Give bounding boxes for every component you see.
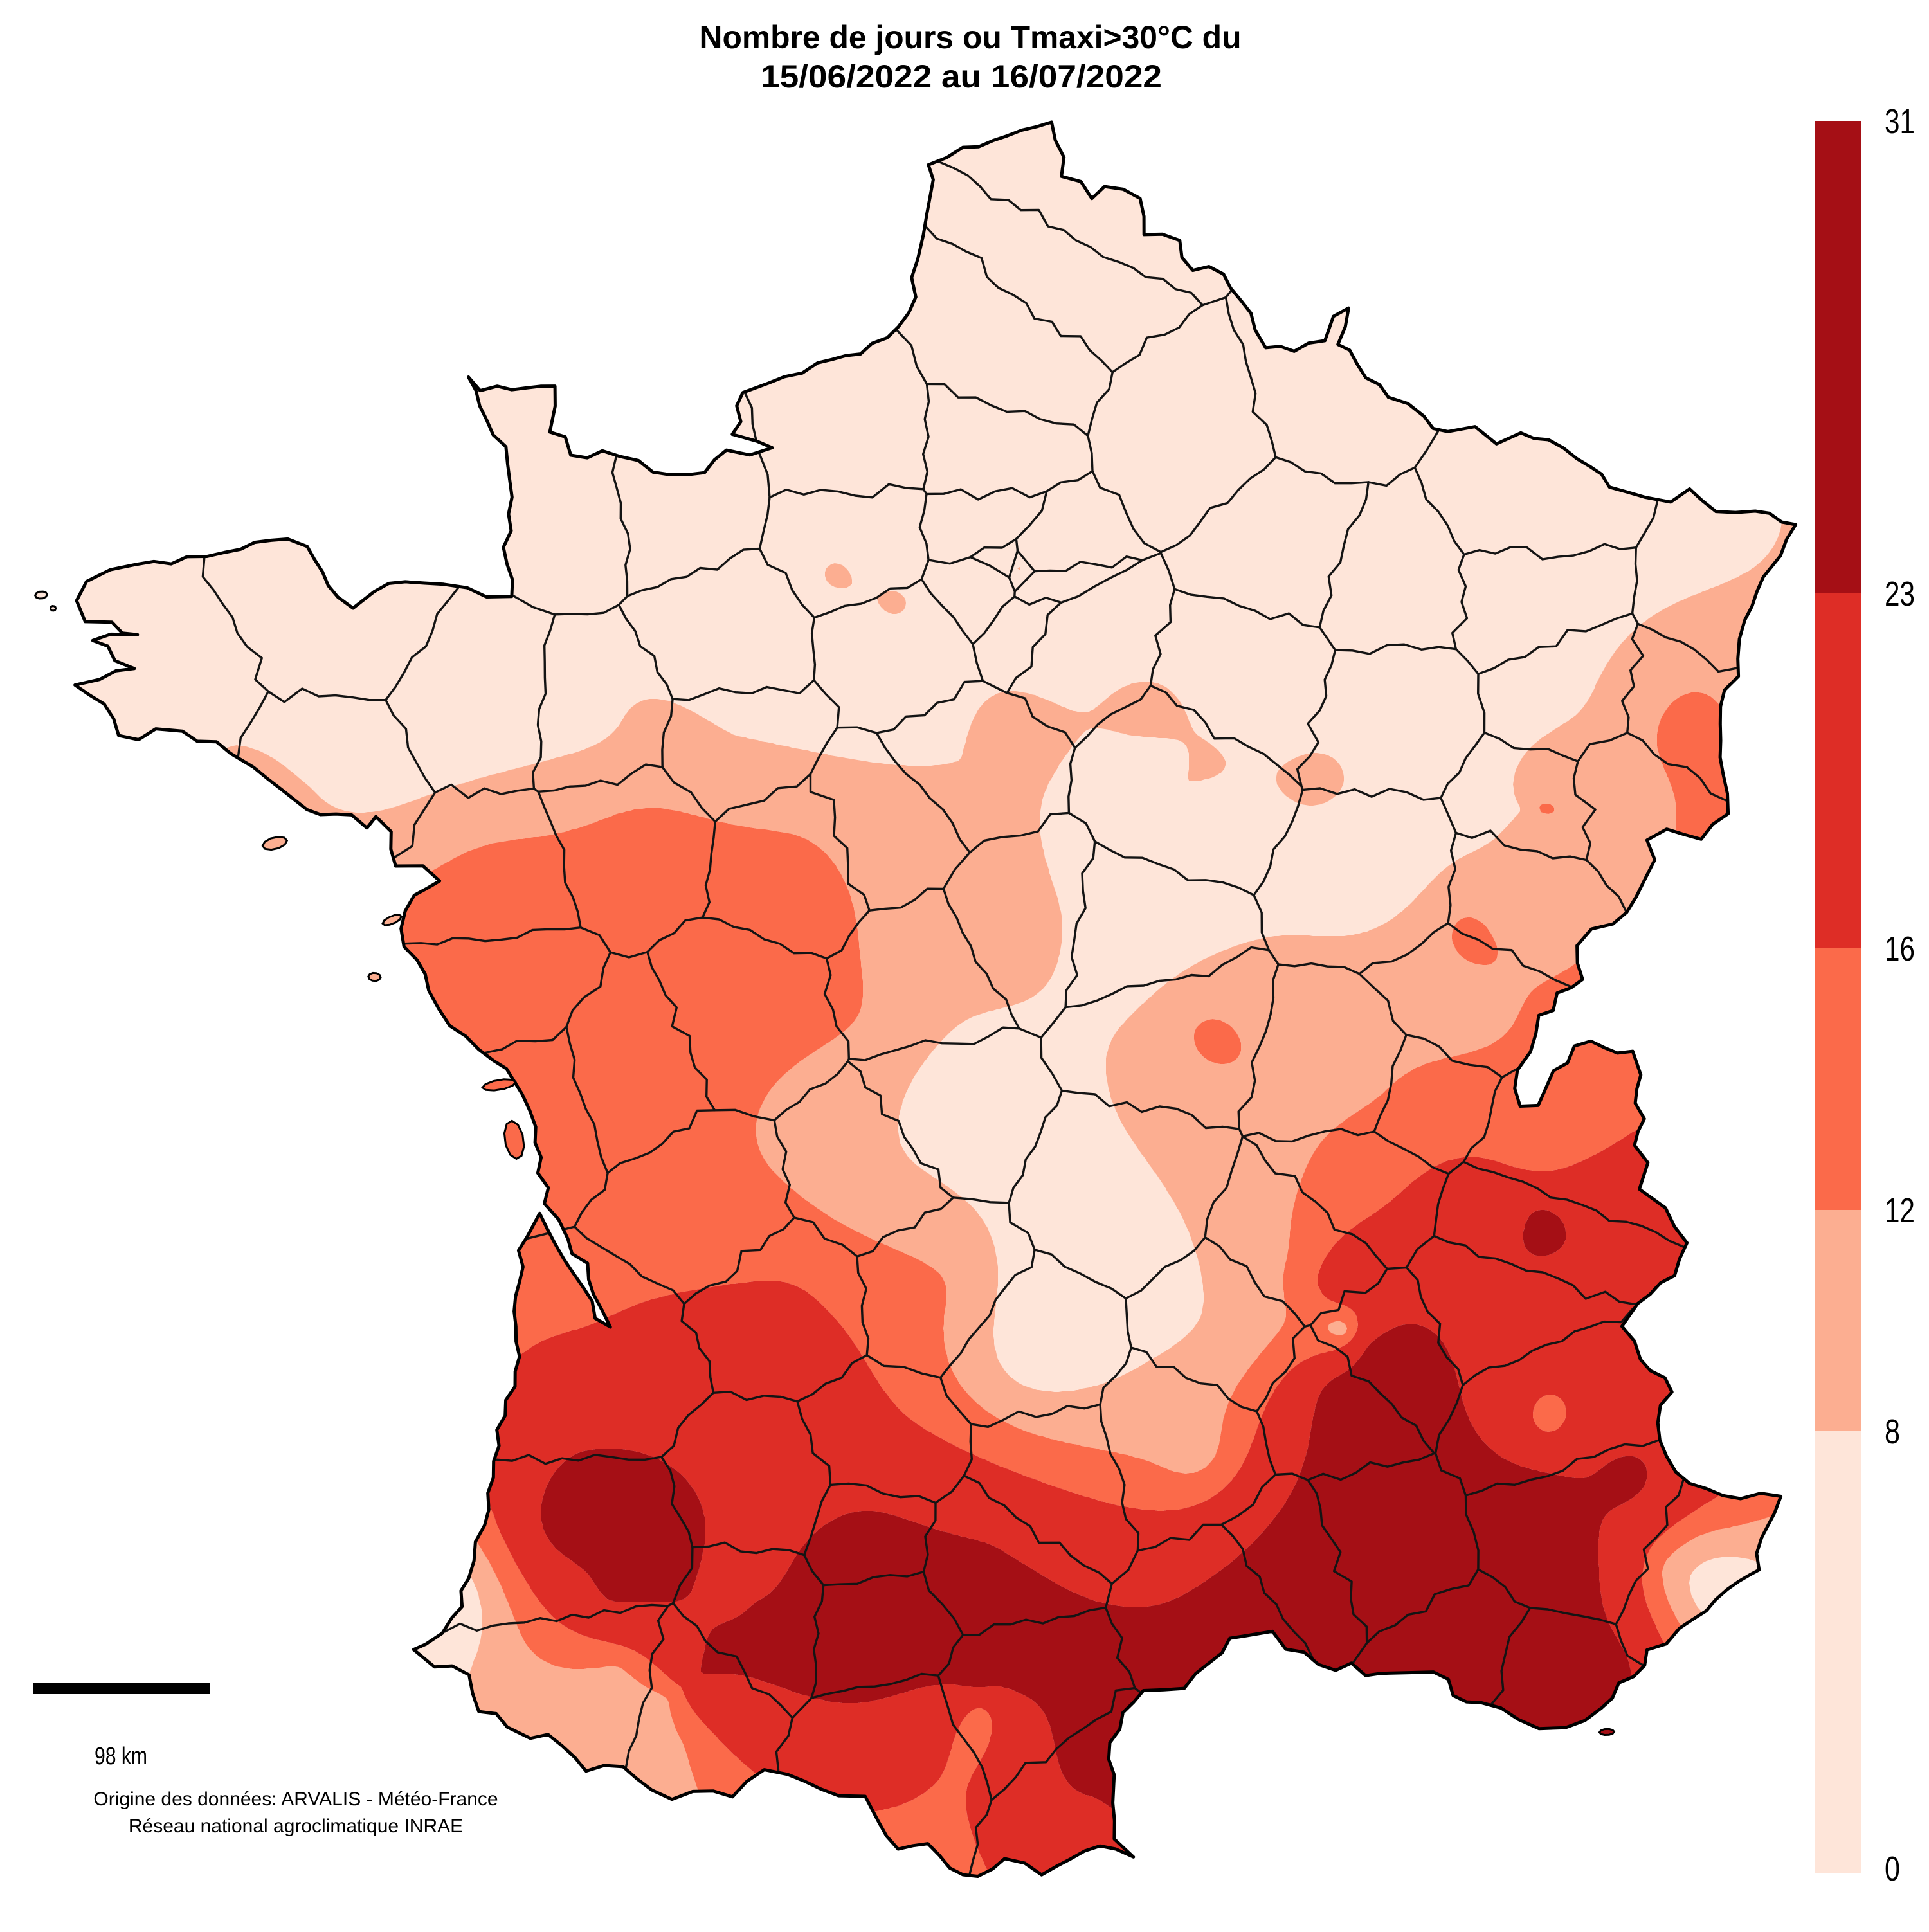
- svg-text:31: 31: [1885, 102, 1915, 141]
- svg-text:98 km: 98 km: [95, 1743, 147, 1770]
- svg-text:12: 12: [1885, 1191, 1915, 1230]
- svg-text:16: 16: [1885, 930, 1915, 968]
- svg-text:15/06/2022 au 16/07/2022: 15/06/2022 au 16/07/2022: [761, 59, 1162, 95]
- svg-text:23: 23: [1885, 575, 1915, 613]
- svg-text:Origine des données: ARVALIS -: Origine des données: ARVALIS - Météo-Fra…: [93, 1789, 498, 1810]
- svg-text:Nombre de jours ou Tmaxi>30°C: Nombre de jours ou Tmaxi>30°C du: [700, 19, 1242, 55]
- svg-text:0: 0: [1885, 1850, 1900, 1888]
- svg-text:Réseau national agroclimatique: Réseau national agroclimatique INRAE: [129, 1816, 463, 1837]
- svg-text:8: 8: [1885, 1413, 1900, 1451]
